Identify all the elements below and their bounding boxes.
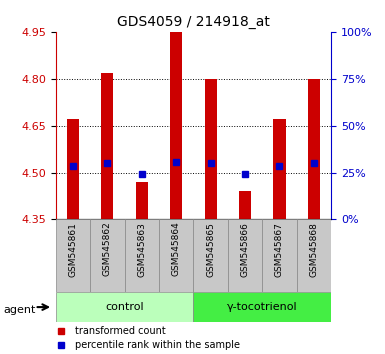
Bar <box>239 191 251 219</box>
Bar <box>56 292 193 322</box>
Bar <box>194 219 228 292</box>
Bar <box>262 219 297 292</box>
Bar <box>297 219 331 292</box>
Bar <box>101 73 114 219</box>
Bar <box>273 119 286 219</box>
Bar <box>205 79 217 219</box>
Bar <box>194 292 331 322</box>
Bar <box>159 219 193 292</box>
Bar <box>308 79 320 219</box>
Text: GSM545863: GSM545863 <box>137 222 146 276</box>
Bar <box>170 32 182 219</box>
Bar <box>228 219 262 292</box>
Text: control: control <box>105 302 144 312</box>
Bar <box>90 219 125 292</box>
Bar <box>136 182 148 219</box>
Text: transformed count: transformed count <box>75 326 166 336</box>
Text: percentile rank within the sample: percentile rank within the sample <box>75 340 240 350</box>
Text: GSM545864: GSM545864 <box>172 222 181 276</box>
Bar <box>67 119 79 219</box>
Text: GSM545862: GSM545862 <box>103 222 112 276</box>
Text: GSM545868: GSM545868 <box>310 222 318 276</box>
Text: GSM545861: GSM545861 <box>69 222 77 276</box>
Text: GSM545865: GSM545865 <box>206 222 215 276</box>
Title: GDS4059 / 214918_at: GDS4059 / 214918_at <box>117 16 270 29</box>
Text: γ-tocotrienol: γ-tocotrienol <box>227 302 298 312</box>
Bar <box>56 219 90 292</box>
Text: GSM545867: GSM545867 <box>275 222 284 276</box>
Text: GSM545866: GSM545866 <box>241 222 249 276</box>
Text: agent: agent <box>4 305 36 315</box>
Bar <box>125 219 159 292</box>
